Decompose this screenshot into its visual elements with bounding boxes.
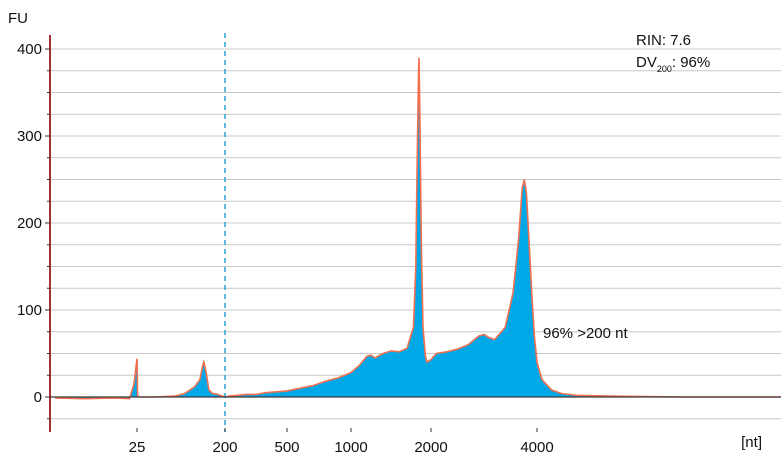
tick-labels: 0 100 200 300 400 25 200 500 1000 2000 4000 xyxy=(17,41,554,456)
dv200-value: : 96% xyxy=(672,54,710,71)
y-tick-label: 300 xyxy=(17,128,42,145)
x-tick-label: 2000 xyxy=(414,439,447,456)
x-tick-label: 200 xyxy=(212,439,237,456)
electropherogram-trace xyxy=(54,57,781,400)
x-axis-label: [nt] xyxy=(741,434,762,451)
dv200-annotation: DV200: 96% xyxy=(636,54,710,74)
electropherogram-area xyxy=(55,57,781,399)
y-axis-label: FU xyxy=(8,10,28,27)
x-tick-label: 500 xyxy=(274,439,299,456)
x-tick-label: 4000 xyxy=(520,439,553,456)
grid-lines xyxy=(50,48,781,420)
y-tick-label: 0 xyxy=(34,389,42,406)
x-tick-label: 25 xyxy=(129,439,146,456)
rin-annotation: RIN: 7.6 xyxy=(636,32,691,49)
x-tick-label: 1000 xyxy=(334,439,367,456)
dv200-prefix: DV xyxy=(636,54,657,71)
dv200-subscript: 200 xyxy=(657,64,672,74)
y-tick-label: 100 xyxy=(17,302,42,319)
fraction-above-200-annotation: 96% >200 nt xyxy=(543,325,628,342)
y-tick-label: 200 xyxy=(17,215,42,232)
y-tick-label: 400 xyxy=(17,41,42,58)
axes xyxy=(45,35,781,432)
